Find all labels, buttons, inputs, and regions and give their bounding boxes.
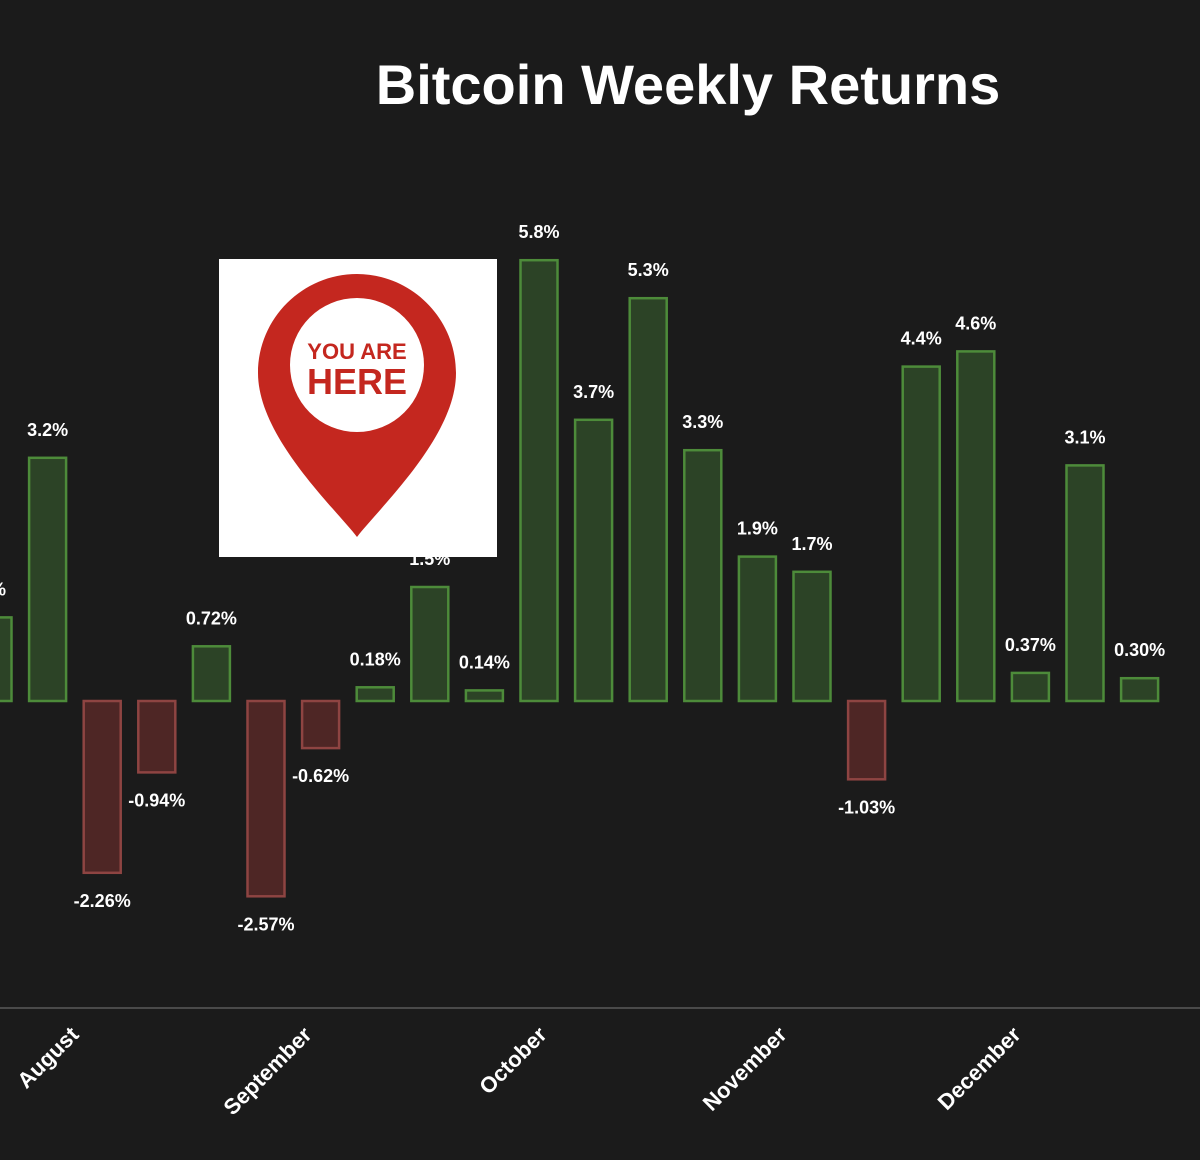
bar-5 <box>246 699 286 898</box>
chart-title: Bitcoin Weekly Returns <box>376 53 1000 116</box>
value-label-12: 5.3% <box>628 260 669 280</box>
pin-inner-circle <box>290 298 424 432</box>
value-label-17: 4.4% <box>901 329 942 349</box>
value-label-9: 0.14% <box>459 652 510 672</box>
value-label-6: -0.62% <box>292 766 349 786</box>
value-label-19: 0.37% <box>1005 635 1056 655</box>
you-are-here-annotation: YOU ARE HERE <box>219 259 497 557</box>
value-label-15: 1.7% <box>791 534 832 554</box>
bar-20 <box>1065 464 1105 703</box>
value-label-20: 3.1% <box>1064 427 1105 447</box>
value-label-4: 0.72% <box>186 608 237 628</box>
month-labels-group: August September October November December <box>12 1021 1026 1120</box>
annotation-line-2: HERE <box>307 361 407 402</box>
bars-group <box>0 258 1160 898</box>
value-label-1: 3.2% <box>27 420 68 440</box>
value-label-18: 4.6% <box>955 313 996 333</box>
value-label-10: 5.8% <box>518 222 559 242</box>
value-label-14: 1.9% <box>737 519 778 539</box>
bar-14 <box>737 555 778 703</box>
value-label-3: -0.94% <box>128 790 185 810</box>
value-label-5: -2.57% <box>237 914 294 934</box>
bar-1 <box>27 456 68 703</box>
bar-10 <box>519 258 559 703</box>
annotation-line-1: YOU ARE <box>307 339 406 364</box>
bar-12 <box>628 296 668 703</box>
month-label-november: November <box>698 1022 792 1116</box>
bar-15 <box>792 570 832 703</box>
bar-13 <box>683 448 723 703</box>
month-label-december: December <box>933 1022 1026 1115</box>
month-label-september: September <box>218 1022 316 1120</box>
bar-0 <box>0 616 13 703</box>
bar-18 <box>956 350 996 703</box>
bar-4 <box>191 645 232 703</box>
value-label-21: 0.30% <box>1114 640 1165 660</box>
value-labels-group: 4% 3.2% -2.26% -0.94% 0.72% -2.57% -0.62% 0.18%… <box>0 222 1165 934</box>
month-label-october: October <box>474 1022 552 1100</box>
value-label-2: -2.26% <box>74 891 131 911</box>
value-label-7: 0.18% <box>350 649 401 669</box>
month-label-august: August <box>12 1021 84 1093</box>
bar-6 <box>300 699 341 750</box>
value-label-0: 4% <box>0 579 6 599</box>
bar-7 <box>355 686 395 703</box>
value-label-16: -1.03% <box>838 797 895 817</box>
value-label-11: 3.7% <box>573 382 614 402</box>
bar-2 <box>82 699 122 875</box>
bar-3 <box>137 699 177 774</box>
bar-16 <box>846 699 887 781</box>
bar-21 <box>1119 676 1160 703</box>
bar-19 <box>1010 671 1051 703</box>
bar-17 <box>901 365 941 703</box>
bar-8 <box>410 585 450 703</box>
bar-9 <box>464 689 505 703</box>
bar-11 <box>573 418 614 703</box>
value-label-13: 3.3% <box>682 412 723 432</box>
